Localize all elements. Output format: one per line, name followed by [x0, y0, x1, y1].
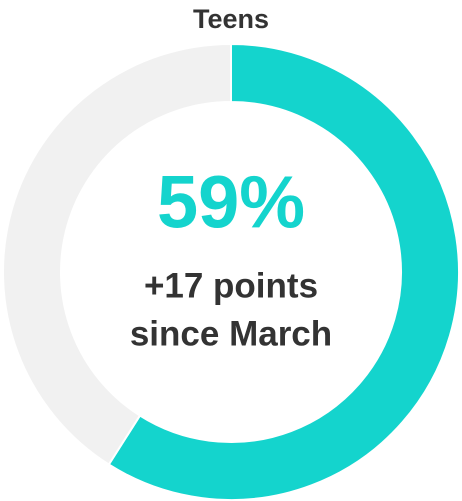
annotation: since March	[130, 314, 332, 353]
value-label: 59%	[157, 161, 305, 244]
annotation: +17 points	[144, 266, 318, 305]
donut-segment	[107, 42, 460, 501]
donut-segment	[2, 42, 232, 466]
chart-title: Teens	[193, 4, 269, 34]
